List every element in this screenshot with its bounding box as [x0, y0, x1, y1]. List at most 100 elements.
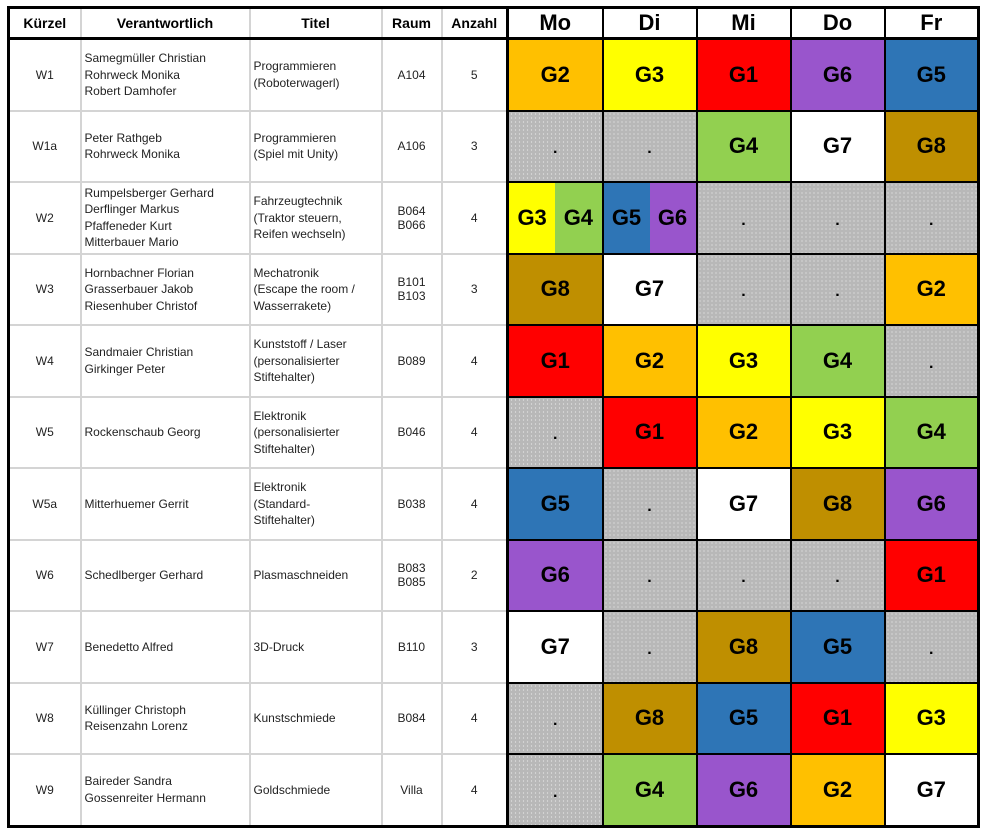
- raum-cell: B084: [380, 681, 443, 755]
- verantwortlich-cell: Hornbachner Florian Grasserbauer Jakob Rie…: [79, 252, 251, 326]
- title-line: (Traktor steuern,: [253, 210, 342, 225]
- group-badge: G7: [506, 610, 604, 684]
- day-slot: G5 G6: [601, 181, 698, 255]
- room: B089: [397, 353, 426, 368]
- room: B103: [397, 289, 426, 304]
- day-slot: .: [789, 181, 886, 255]
- day-slot: .: [883, 610, 980, 684]
- title-line: (Spiel mit Unity): [253, 147, 339, 162]
- person-name: Grasserbauer Jakob: [84, 282, 194, 296]
- group-badge: G3: [695, 324, 792, 398]
- empty-mark: .: [835, 211, 840, 229]
- group-badge: G5: [789, 610, 886, 684]
- group-badge: G2: [601, 324, 698, 398]
- group-badge: G5: [604, 183, 650, 252]
- person-name: Reisenzahn Lorenz: [84, 719, 188, 734]
- title-line: (Standard-: [253, 496, 311, 511]
- anzahl-cell: 4: [440, 681, 509, 755]
- day-slot: .: [883, 181, 980, 255]
- verantwortlich-cell: Mitterhuemer Gerrit: [79, 467, 251, 541]
- group-badge: G7: [883, 753, 980, 827]
- kuerzel-cell: W3: [7, 252, 82, 326]
- day-slot: .: [506, 109, 604, 183]
- title-line: Reifen wechseln): [253, 227, 346, 241]
- group-badge: G6: [649, 183, 695, 252]
- person-name: Robert Damhofer: [84, 84, 177, 98]
- room: B101: [397, 275, 426, 290]
- person-name: Gossenreiter Hermann: [84, 790, 206, 805]
- title-line: Kunstschmiede: [253, 711, 336, 725]
- raum-cell: B101 B103: [380, 252, 443, 326]
- table-row: W5 Rockenschaub Georg Elektronik (personali…: [7, 395, 980, 469]
- day-slot: .: [695, 181, 792, 255]
- group-badge: G4: [555, 183, 601, 252]
- group-badge: G1: [601, 395, 698, 469]
- table-row: W8 Küllinger Christoph Reisenzahn Lorenz Ku…: [7, 681, 980, 755]
- raum-cell: B083 B085: [380, 538, 443, 612]
- anzahl-cell: 4: [440, 181, 509, 255]
- title-line: 3D-Druck: [253, 639, 305, 654]
- room: B110: [397, 639, 426, 654]
- empty-mark: .: [647, 640, 652, 658]
- table-row: W5a Mitterhuemer Gerrit Elektronik (Standar…: [7, 467, 980, 541]
- table-row: W9 Baireder Sandra Gossenreiter Hermann Gol…: [7, 753, 980, 827]
- anzahl-cell: 5: [440, 37, 509, 112]
- verantwortlich-cell: Rockenschaub Georg: [79, 395, 251, 469]
- split-slot: G3 G4: [509, 183, 601, 252]
- day-slot: .: [695, 538, 792, 612]
- group-badge: G6: [506, 538, 604, 612]
- raum-cell: B089: [380, 324, 443, 398]
- empty-mark: .: [835, 283, 840, 301]
- title-line: Elektronik: [253, 480, 307, 494]
- room: B083: [397, 561, 426, 576]
- empty-mark: .: [553, 712, 558, 730]
- room: B084: [397, 711, 426, 726]
- room: A106: [397, 139, 426, 154]
- kuerzel-cell: W1: [7, 37, 82, 112]
- title-line: Elektronik: [253, 408, 307, 423]
- day-slot: .: [506, 395, 604, 469]
- title-line: Plasmaschneiden: [253, 568, 349, 582]
- header-anzahl: Anzahl: [440, 6, 509, 40]
- group-badge: G2: [883, 252, 980, 326]
- group-badge: G7: [601, 252, 698, 326]
- group-badge: G6: [695, 753, 792, 827]
- group-badge: G1: [789, 681, 886, 755]
- person-name: Rockenschaub Georg: [84, 425, 201, 439]
- person-name: Baireder Sandra: [84, 774, 172, 789]
- empty-mark: .: [647, 497, 652, 515]
- table-row: W1 Samegmüller Christian Rohrweck Monika Ro…: [7, 37, 980, 112]
- person-name: Rumpelsberger Gerhard: [84, 185, 214, 200]
- person-name: Rohrweck Monika: [84, 147, 180, 162]
- anzahl-cell: 4: [440, 324, 509, 398]
- verantwortlich-cell: Benedetto Alfred: [79, 610, 251, 684]
- group-badge: G4: [789, 324, 886, 398]
- group-badge: G3: [509, 183, 556, 252]
- empty-mark: .: [741, 283, 746, 301]
- titel-cell: Goldschmiede: [248, 753, 383, 827]
- person-name: Rohrweck Monika: [84, 67, 180, 82]
- raum-cell: B046: [380, 395, 443, 469]
- group-badge: G3: [601, 37, 698, 112]
- person-name: Pfaffeneder Kurt: [84, 218, 172, 233]
- group-badge: G8: [883, 109, 980, 183]
- raum-cell: B110: [380, 610, 443, 684]
- kuerzel-cell: W6: [7, 538, 82, 612]
- person-name: Sandmaier Christian: [84, 345, 194, 360]
- group-badge: G4: [695, 109, 792, 183]
- title-line: Programmieren: [253, 130, 337, 145]
- day-slot: .: [506, 753, 604, 827]
- raum-cell: A104: [380, 37, 443, 112]
- kuerzel-cell: W8: [7, 681, 82, 755]
- title-line: Goldschmiede: [253, 782, 331, 797]
- group-badge: G1: [883, 538, 980, 612]
- person-name: Peter Rathgeb: [84, 130, 162, 145]
- kuerzel-cell: W7: [7, 610, 82, 684]
- table-row: W4 Sandmaier Christian Girkinger Peter Kuns…: [7, 324, 980, 398]
- verantwortlich-cell: Samegmüller Christian Rohrweck Monika Robe…: [79, 37, 251, 112]
- day-slot: .: [601, 467, 698, 541]
- empty-mark: .: [553, 140, 558, 158]
- room: B066: [397, 217, 426, 232]
- title-line: Kunststoff / Laser: [253, 337, 347, 351]
- group-badge: G7: [695, 467, 792, 541]
